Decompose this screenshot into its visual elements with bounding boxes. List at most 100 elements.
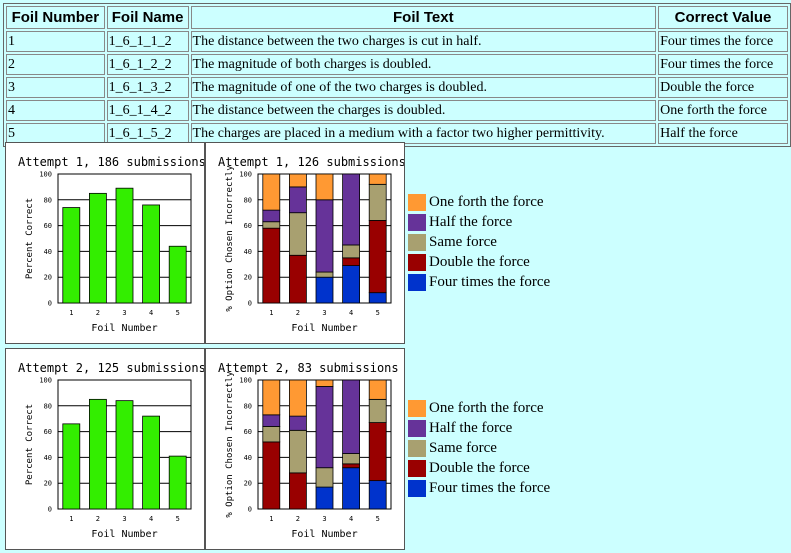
legend-label: Half the force	[429, 419, 513, 436]
cell-foil-name: 1_6_1_2_2	[106, 54, 189, 75]
bar-segment	[368, 379, 387, 400]
bar-segment	[368, 292, 387, 304]
bar-segment	[315, 276, 334, 304]
x-tick-label: 2	[296, 515, 300, 523]
cell-foil-text: The magnitude of both charges is doubled…	[190, 54, 657, 75]
legend-attempt1: One forth the force Half the force Same …	[408, 192, 550, 292]
legend-swatch	[408, 253, 426, 271]
y-axis-label: Percent Correct	[25, 404, 35, 485]
bar-segment	[262, 426, 281, 443]
legend-item: Half the force	[408, 212, 550, 232]
cell-correct-value: One forth the force	[658, 100, 788, 121]
cell-foil-number: 4	[6, 100, 105, 121]
bar-segment	[262, 209, 281, 223]
x-axis-label: Foil Number	[91, 323, 157, 334]
y-tick-label: 20	[244, 480, 252, 488]
y-tick-label: 40	[44, 248, 52, 256]
y-tick-label: 80	[44, 196, 52, 204]
x-tick-label: 2	[96, 309, 100, 317]
bar-segment	[342, 173, 361, 246]
bar-segment	[368, 480, 387, 510]
bar-segment	[368, 422, 387, 482]
legend-label: One forth the force	[429, 193, 544, 210]
chart-attempt1-correct: Attempt 1, 186 submissions 0 20 40 60 80 100 1 2…	[18, 155, 204, 334]
bar-segment	[262, 379, 281, 416]
y-tick-label: 80	[244, 196, 252, 204]
cell-foil-name: 1_6_1_3_2	[106, 77, 189, 98]
bar-segment	[289, 254, 307, 304]
legend-item: Same force	[408, 232, 550, 252]
bar	[62, 423, 81, 510]
x-axis-label: Foil Number	[91, 529, 157, 540]
x-tick-label: 1	[269, 515, 273, 523]
y-tick-label: 20	[44, 274, 52, 282]
table-row: 1 1_6_1_1_2 The distance between the two…	[6, 31, 788, 52]
cell-foil-text: The magnitude of one of the two charges …	[190, 77, 657, 98]
bar	[115, 400, 134, 510]
cell-correct-value: Double the force	[658, 77, 788, 98]
legend-label: Same force	[429, 233, 497, 250]
bar-segment	[368, 398, 387, 423]
col-correct-value: Correct Value	[658, 6, 788, 29]
foil-table: Foil Number Foil Name Foil Text Correct …	[3, 3, 791, 147]
chart-attempt2-incorrect: Attempt 2, 83 submissions 0 20 40 60 80 100 1 2 3…	[218, 361, 399, 540]
legend-label: Same force	[429, 439, 497, 456]
bar-segment	[342, 463, 361, 469]
bar-segment	[368, 173, 387, 185]
bar-segment	[342, 467, 361, 510]
x-tick-label: 2	[96, 515, 100, 523]
cell-foil-text: The distance between the two charges is …	[190, 31, 657, 52]
bar-segment	[342, 379, 361, 454]
x-axis-label: Foil Number	[291, 323, 357, 334]
y-tick-label: 20	[244, 274, 252, 282]
bar-segment	[262, 227, 281, 304]
chart-attempt2-correct: Attempt 2, 125 submissions 0 20 40 60 80 100 1 2…	[18, 361, 204, 540]
bar-segment	[289, 186, 307, 214]
bar-segment	[289, 212, 307, 256]
chart-panel-attempt1-correct: Attempt 1, 186 submissions 0 20 40 60 80 100 1 2…	[5, 142, 205, 344]
bar-segment	[342, 244, 361, 259]
chart-panel-attempt1-incorrect: Attempt 1, 126 submissions 0 20 40 60 80 100 1 2…	[205, 142, 405, 344]
legend-swatch	[408, 273, 426, 291]
chart-title: Attempt 1, 186 submissions	[18, 155, 204, 169]
legend-item: Double the force	[408, 458, 550, 478]
x-tick-label: 5	[176, 515, 180, 523]
legend-label: Half the force	[429, 213, 513, 230]
bar-segment	[262, 414, 281, 427]
bar-segment	[315, 271, 334, 278]
x-tick-label: 4	[149, 515, 153, 523]
y-tick-label: 80	[44, 402, 52, 410]
y-tick-label: 40	[44, 454, 52, 462]
legend-swatch	[408, 479, 426, 497]
legend-item: Same force	[408, 438, 550, 458]
y-tick-label: 60	[44, 428, 52, 436]
x-tick-label: 2	[296, 309, 300, 317]
y-tick-label: 0	[48, 506, 52, 514]
legend-item: Double the force	[408, 252, 550, 272]
legend-label: Four times the force	[429, 479, 551, 496]
legend-swatch	[408, 439, 426, 457]
bar	[62, 207, 81, 304]
legend-item: Four times the force	[408, 272, 550, 292]
bar-segment	[368, 220, 387, 294]
x-tick-label: 3	[122, 515, 126, 523]
legend-item: One forth the force	[408, 398, 550, 418]
bar-segment	[315, 486, 334, 510]
cell-correct-value: Four times the force	[658, 54, 788, 75]
chart-title: Attempt 2, 125 submissions	[18, 361, 204, 375]
legend-swatch	[408, 399, 426, 417]
cell-correct-value: Four times the force	[658, 31, 788, 52]
legend-item: Four times the force	[408, 478, 550, 498]
cell-foil-text: The distance between the charges is doub…	[190, 100, 657, 121]
chart-attempt1-incorrect: Attempt 1, 126 submissions 0 20 40 60 80 100 1 2…	[218, 155, 404, 334]
cell-foil-number: 1	[6, 31, 105, 52]
legend-swatch	[408, 419, 426, 437]
y-tick-label: 40	[244, 248, 252, 256]
table-row: 5 1_6_1_5_2 The charges are placed in a …	[6, 123, 788, 144]
bar-segment	[315, 467, 334, 488]
legend-swatch	[408, 193, 426, 211]
legend-item: One forth the force	[408, 192, 550, 212]
legend-label: One forth the force	[429, 399, 544, 416]
x-tick-label: 3	[322, 515, 326, 523]
y-tick-label: 80	[244, 402, 252, 410]
